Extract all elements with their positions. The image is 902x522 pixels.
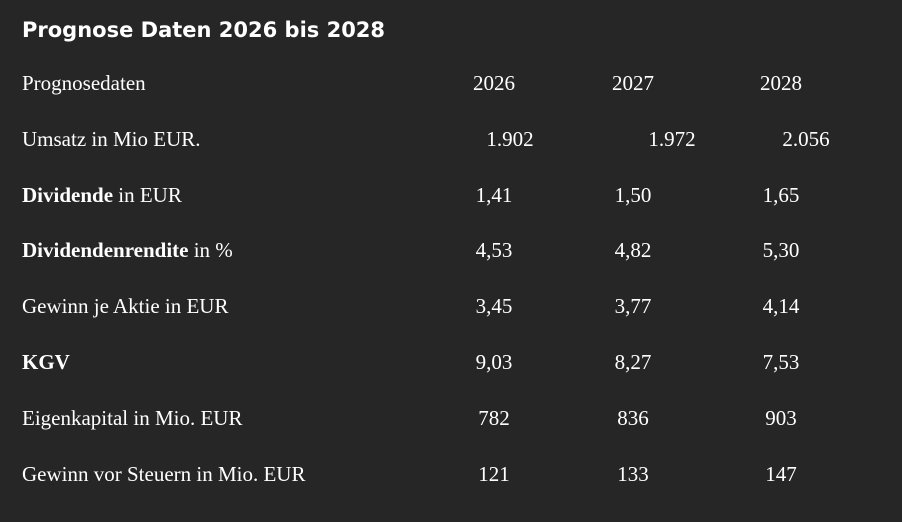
- value-2026: 1.902: [486, 126, 534, 151]
- row-label: Gewinn je Aktie in EUR: [22, 279, 228, 335]
- value-2026: 4,53: [475, 238, 513, 263]
- row-label: Gewinn vor Steuern in Mio. EUR: [22, 447, 305, 503]
- value-2026: 3,45: [475, 294, 513, 319]
- value-2028: 4,14: [762, 294, 800, 319]
- row-label-text: Gewinn je Aktie in EUR: [22, 294, 229, 319]
- value-2027: 8,27: [614, 349, 652, 374]
- value-2027: 1.972: [648, 126, 696, 151]
- header-year-2028: 2028: [760, 71, 802, 95]
- value-2028: 147: [765, 461, 797, 486]
- table-row-kgv: KGV 9,03 8,27 7,53: [0, 335, 902, 391]
- value-2028: 2.056: [782, 126, 830, 151]
- row-label-bold: Dividende: [22, 182, 114, 207]
- table-row-dividende: Dividende in EUR 1,41 1,50 1,65: [0, 168, 902, 224]
- value-2027: 133: [617, 461, 649, 486]
- value-2026: 782: [478, 405, 510, 430]
- row-label: KGV: [22, 335, 70, 391]
- row-label: Umsatz in Mio EUR.: [22, 112, 201, 168]
- row-label: Eigenkapital in Mio. EUR: [22, 391, 242, 447]
- table-row-eigenkapital: Eigenkapital in Mio. EUR 782 836 903: [0, 391, 902, 447]
- forecast-table: Prognosedaten 2026 2027 2028 Umsatz in M…: [0, 56, 902, 502]
- table-row-umsatz: Umsatz in Mio EUR. 1.902 1.972 2.056: [0, 112, 902, 168]
- table-header-row: Prognosedaten 2026 2027 2028: [0, 56, 902, 112]
- header-year-2026: 2026: [473, 71, 515, 95]
- page-title: Prognose Daten 2026 bis 2028: [22, 18, 386, 42]
- row-label: Dividendenrendite in %: [22, 223, 233, 279]
- row-label-bold: Dividendenrendite: [22, 238, 189, 263]
- table-row-gewinn-je-aktie: Gewinn je Aktie in EUR 3,45 3,77 4,14: [0, 279, 902, 335]
- value-2028: 903: [765, 405, 797, 430]
- row-label: Dividende in EUR: [22, 168, 182, 224]
- row-label-text: in %: [188, 238, 233, 263]
- row-label-text: in EUR: [113, 182, 182, 207]
- row-label-text: Gewinn vor Steuern in Mio. EUR: [22, 461, 306, 486]
- table-row-gewinn-vor-steuern: Gewinn vor Steuern in Mio. EUR 121 133 1…: [0, 447, 902, 503]
- header-label: Prognosedaten: [22, 71, 146, 95]
- table-row-dividendenrendite: Dividendenrendite in % 4,53 4,82 5,30: [0, 223, 902, 279]
- value-2028: 7,53: [762, 349, 800, 374]
- header-year-2027: 2027: [612, 71, 654, 95]
- row-label-bold: KGV: [22, 349, 70, 374]
- value-2026: 9,03: [475, 349, 513, 374]
- value-2027: 836: [617, 405, 649, 430]
- value-2027: 4,82: [614, 238, 652, 263]
- row-label-text: Umsatz in Mio EUR.: [22, 126, 201, 151]
- value-2027: 1,50: [614, 182, 652, 207]
- value-2026: 121: [478, 461, 510, 486]
- row-label-text: Eigenkapital in Mio. EUR: [22, 405, 243, 430]
- value-2026: 1,41: [475, 182, 513, 207]
- value-2028: 5,30: [762, 238, 800, 263]
- value-2028: 1,65: [762, 182, 800, 207]
- value-2027: 3,77: [614, 294, 652, 319]
